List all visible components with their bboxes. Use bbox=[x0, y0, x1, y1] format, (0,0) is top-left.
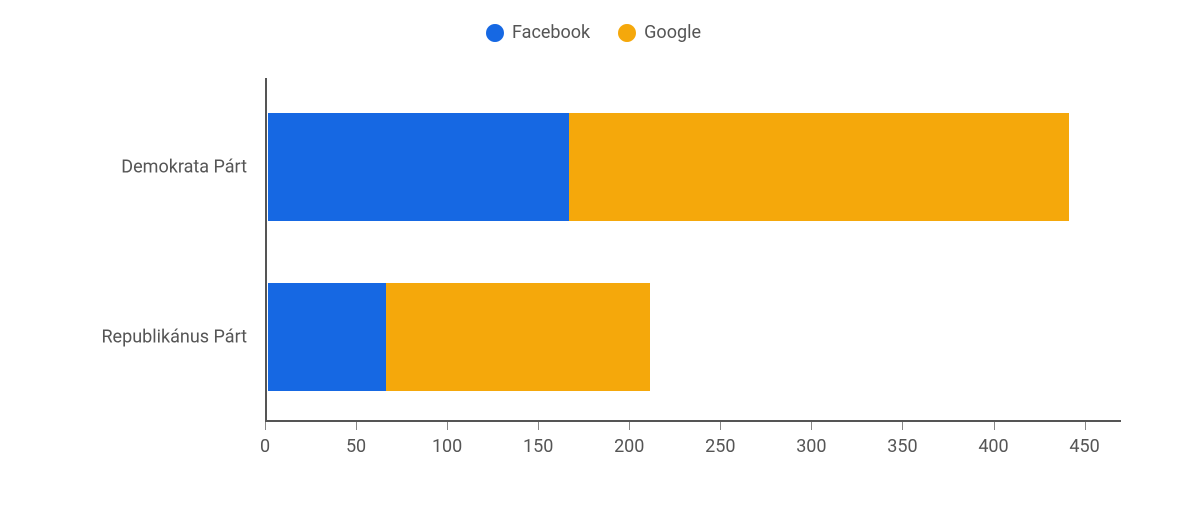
y-tick-label: Demokrata Párt bbox=[121, 157, 265, 178]
bar-segment bbox=[569, 113, 1070, 222]
bar-segment bbox=[268, 113, 569, 222]
x-tick-label: 400 bbox=[978, 422, 1008, 457]
x-tick-label: 0 bbox=[260, 422, 270, 457]
bar-segment bbox=[268, 283, 386, 392]
x-tick-label: 450 bbox=[1069, 422, 1099, 457]
y-axis-line bbox=[265, 78, 267, 422]
legend-marker-facebook bbox=[486, 24, 504, 42]
bar-segment bbox=[386, 283, 650, 392]
x-tick-label: 200 bbox=[614, 422, 644, 457]
legend-item: Google bbox=[618, 22, 701, 43]
legend: Facebook Google bbox=[0, 22, 1187, 43]
x-tick-label: 350 bbox=[887, 422, 917, 457]
y-tick-label: Republikánus Párt bbox=[101, 327, 265, 348]
x-tick-label: 300 bbox=[796, 422, 826, 457]
legend-item: Facebook bbox=[486, 22, 590, 43]
legend-marker-google bbox=[618, 24, 636, 42]
plot-area: 050100150200250300350400450Demokrata Pár… bbox=[265, 82, 1121, 422]
x-tick-label: 50 bbox=[346, 422, 366, 457]
x-tick-label: 150 bbox=[523, 422, 553, 457]
legend-label: Google bbox=[644, 22, 701, 43]
chart-container: Facebook Google 050100150200250300350400… bbox=[0, 0, 1187, 517]
x-tick-label: 250 bbox=[705, 422, 735, 457]
x-tick-label: 100 bbox=[432, 422, 462, 457]
legend-label: Facebook bbox=[512, 22, 590, 43]
